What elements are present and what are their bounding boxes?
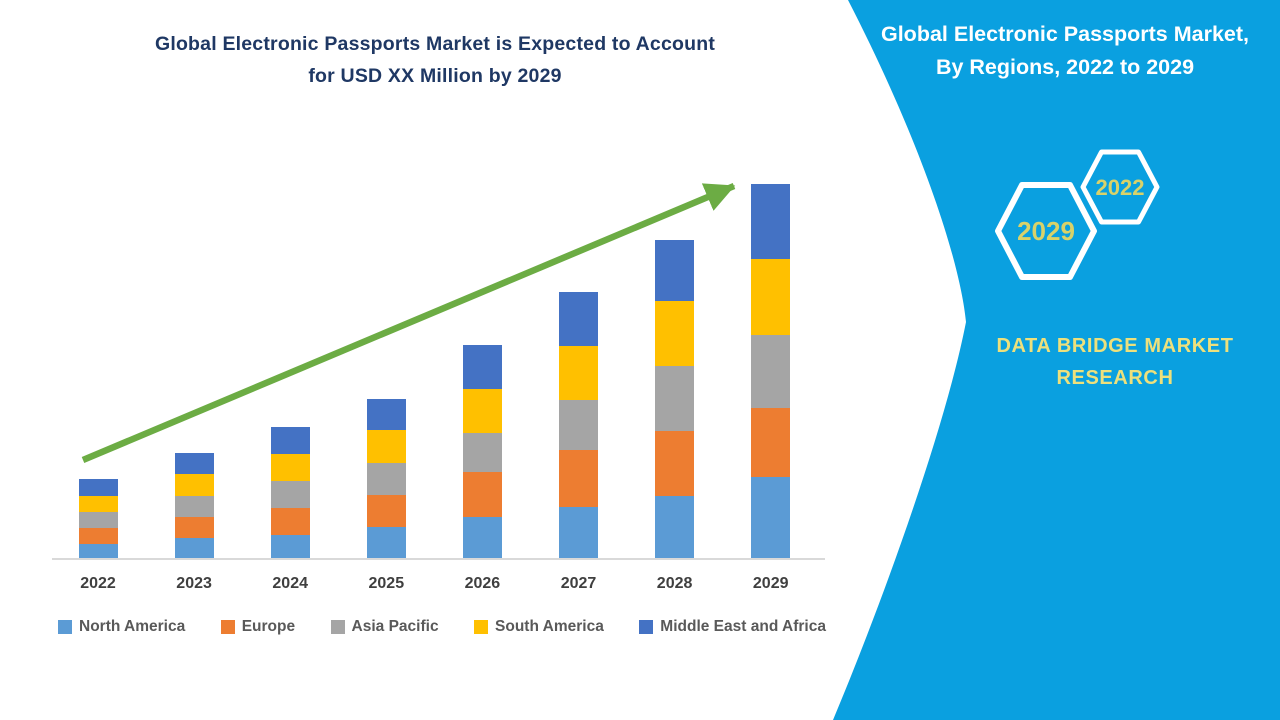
- legend-swatch: [474, 620, 489, 634]
- bar-segment-2024-north-america: [270, 535, 310, 559]
- legend-label: North America: [79, 618, 186, 635]
- bar-segment-2026-middle-east-and-africa: [462, 345, 502, 389]
- side-panel-heading-line1: Global Electronic Passports Market,: [880, 22, 1249, 46]
- bar-segment-2028-south-america: [655, 301, 695, 366]
- legend-label: Asia Pacific: [351, 618, 439, 635]
- bar-segment-2022-europe: [78, 528, 118, 544]
- bar-segment-2027-middle-east-and-africa: [559, 292, 598, 346]
- x-axis-label-2024: 2024: [272, 575, 308, 592]
- legend-item-asia-pacific: Asia Pacific: [330, 618, 439, 636]
- bar-segment-2026-europe: [462, 472, 502, 517]
- bar-segment-2029-asia-pacific: [751, 335, 791, 408]
- bar-segment-2023-middle-east-and-africa: [174, 453, 214, 474]
- bar-segment-2026-asia-pacific: [462, 433, 502, 472]
- brand-line1: DATA BRIDGE MARKET: [996, 335, 1234, 357]
- bar-segment-2023-europe: [174, 517, 214, 538]
- legend-swatch: [330, 620, 345, 634]
- hexagon-2022: [1080, 149, 1160, 225]
- bar-2023: [174, 453, 214, 559]
- bar-2027: [559, 292, 598, 559]
- x-axis-label-2025: 2025: [368, 575, 405, 592]
- legend-item-south-america: South America: [474, 618, 604, 636]
- bar-segment-2022-south-america: [78, 496, 118, 512]
- bar-segment-2029-middle-east-and-africa: [751, 184, 791, 259]
- bar-segment-2025-europe: [366, 495, 406, 527]
- legend-swatch: [220, 620, 235, 634]
- bar-segment-2025-south-america: [366, 430, 406, 463]
- bar-segment-2025-asia-pacific: [366, 463, 406, 495]
- bar-2025: [366, 399, 406, 559]
- chart-title-line2: for USD XX Million by 2029: [308, 65, 562, 87]
- legend-label: Europe: [241, 618, 296, 635]
- brand-line2: RESEARCH: [1056, 367, 1174, 389]
- brand-text: DATA BRIDGE MARKET RESEARCH: [965, 330, 1265, 394]
- legend-item-europe: Europe: [220, 618, 296, 636]
- bar-segment-2028-europe: [655, 431, 695, 496]
- trend-arrow-line: [81, 183, 736, 463]
- bar-segment-2029-north-america: [751, 477, 791, 559]
- legend-swatch: [639, 620, 654, 634]
- bar-segment-2027-europe: [559, 450, 598, 507]
- bar-segment-2024-south-america: [270, 454, 310, 481]
- bar-segment-2022-middle-east-and-africa: [78, 479, 118, 496]
- bar-segment-2023-south-america: [174, 474, 214, 496]
- side-panel-shape: [833, 0, 1280, 720]
- legend-swatch: [58, 620, 72, 634]
- bar-2024: [270, 427, 310, 559]
- bar-segment-2024-middle-east-and-africa: [270, 427, 310, 454]
- bar-segment-2023-asia-pacific: [174, 496, 214, 517]
- x-axis-label-2028: 2028: [656, 575, 693, 592]
- bar-segment-2026-south-america: [462, 389, 502, 433]
- hexagon-2029-label: 2029: [1017, 216, 1075, 246]
- x-axis-line: [52, 558, 825, 560]
- bar-2026: [462, 345, 502, 559]
- bar-segment-2028-asia-pacific: [655, 366, 695, 431]
- bar-2028: [655, 240, 695, 559]
- chart-legend: North America Europe Asia Pacific South Ame…: [58, 618, 826, 636]
- bar-segment-2027-north-america: [559, 507, 598, 559]
- bar-2029: [751, 184, 791, 559]
- legend-item-middle-east-and-africa: Middle East and Africa: [639, 618, 826, 636]
- x-axis-label-2022: 2022: [80, 575, 116, 592]
- bar-segment-2027-asia-pacific: [559, 400, 598, 450]
- x-axis-label-2023: 2023: [176, 575, 212, 592]
- hexagon-2022-label: 2022: [1096, 175, 1145, 200]
- chart-title-line1: Global Electronic Passports Market is Ex…: [154, 33, 716, 55]
- side-panel-heading: Global Electronic Passports Market, By R…: [860, 18, 1270, 84]
- legend-item-north-america: North America: [58, 618, 185, 636]
- bar-segment-2022-asia-pacific: [78, 512, 118, 528]
- x-axis-label-2026: 2026: [464, 575, 501, 592]
- bar-segment-2028-middle-east-and-africa: [655, 240, 695, 301]
- bar-segment-2028-north-america: [655, 496, 695, 559]
- hexagon-badges: 2022 2029: [995, 149, 1160, 280]
- bar-segment-2023-north-america: [174, 538, 214, 559]
- x-axis-label-2029: 2029: [752, 575, 789, 592]
- bar-segment-2027-south-america: [559, 346, 598, 400]
- legend-label: South America: [495, 618, 604, 635]
- bar-segment-2029-europe: [751, 408, 791, 477]
- bar-segment-2029-south-america: [751, 259, 791, 335]
- chart-title: Global Electronic Passports Market is Ex…: [45, 28, 825, 92]
- bar-segment-2024-europe: [270, 508, 310, 535]
- bar-segment-2024-asia-pacific: [270, 481, 310, 508]
- bar-2022: [78, 479, 118, 559]
- bar-chart-plot-area: 2022 2023 2024 2025 2026 2027 2028 2029: [78, 184, 791, 592]
- bar-segment-2025-middle-east-and-africa: [366, 399, 406, 430]
- bar-segment-2026-north-america: [462, 517, 502, 559]
- x-axis-label-2027: 2027: [560, 575, 597, 592]
- bar-segment-2025-north-america: [366, 527, 406, 559]
- bar-segment-2022-north-america: [78, 544, 118, 559]
- side-panel-heading-line2: By Regions, 2022 to 2029: [935, 55, 1195, 79]
- hexagon-2029: [995, 182, 1097, 280]
- legend-label: Middle East and Africa: [660, 618, 826, 635]
